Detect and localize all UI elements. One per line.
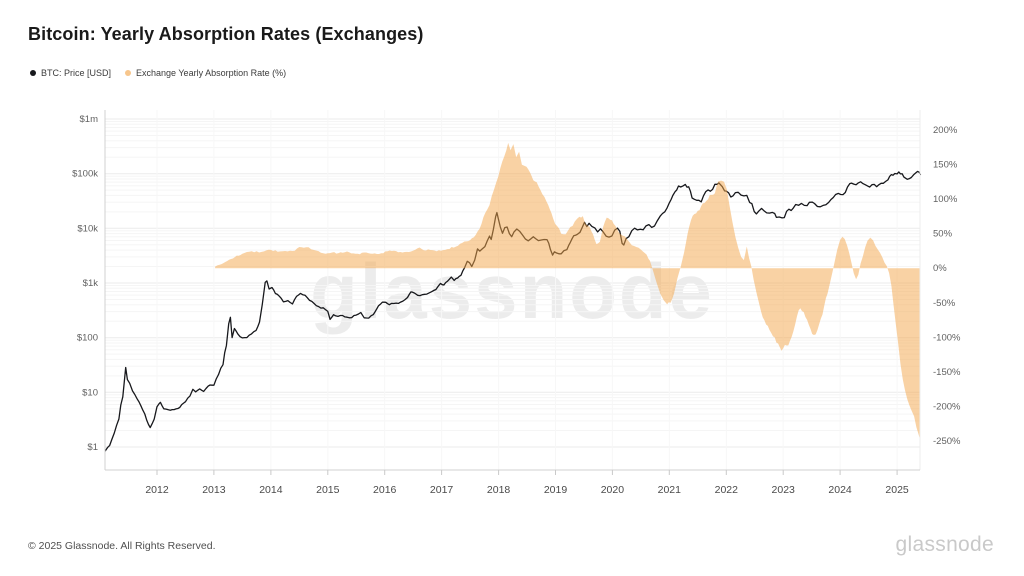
y-axis-right-tick-label: -100% xyxy=(933,332,961,343)
y-axis-left-tick-label: $1m xyxy=(80,114,99,125)
x-axis-tick-label: 2017 xyxy=(430,484,454,496)
x-axis-tick-label: 2012 xyxy=(145,484,169,496)
copyright-text: © 2025 Glassnode. All Rights Reserved. xyxy=(28,540,216,552)
y-axis-right-tick-label: -150% xyxy=(933,367,961,378)
x-axis-tick-label: 2020 xyxy=(601,484,625,496)
legend-item-absorption-rate[interactable]: Exchange Yearly Absorption Rate (%) xyxy=(125,68,286,78)
y-axis-left-tick-label: $100 xyxy=(77,333,98,344)
y-axis-left-tick-label: $100k xyxy=(72,169,98,180)
x-axis-tick-label: 2024 xyxy=(828,484,852,496)
y-axis-left-tick-label: $10k xyxy=(77,223,98,234)
y-axis-right-tick-label: 50% xyxy=(933,229,953,240)
x-axis-tick-label: 2018 xyxy=(487,484,511,496)
x-axis-tick-label: 2013 xyxy=(202,484,226,496)
legend-item-btc-price[interactable]: BTC: Price [USD] xyxy=(30,68,111,78)
y-axis-right-tick-label: -200% xyxy=(933,401,961,412)
y-axis-right-tick-label: 100% xyxy=(933,194,958,205)
x-axis-tick-label: 2015 xyxy=(316,484,340,496)
y-axis-left-tick-label: $10 xyxy=(82,387,98,398)
legend-label: Exchange Yearly Absorption Rate (%) xyxy=(136,68,287,78)
x-axis-tick-label: 2025 xyxy=(885,484,909,496)
chart-legend: BTC: Price [USD] Exchange Yearly Absorpt… xyxy=(30,68,286,78)
legend-dot-icon xyxy=(125,70,132,76)
x-axis-tick-label: 2019 xyxy=(544,484,568,496)
y-axis-right-tick-label: -50% xyxy=(933,298,956,309)
y-axis-left-tick-label: $1k xyxy=(83,278,99,289)
absorption-rate-area xyxy=(215,142,921,441)
y-axis-left-tick-label: $1 xyxy=(87,442,98,453)
y-axis-right-tick-label: 0% xyxy=(933,263,947,274)
x-axis-tick-label: 2021 xyxy=(658,484,682,496)
y-axis-right-tick-label: 150% xyxy=(933,160,958,171)
legend-dot-icon xyxy=(30,70,36,76)
page-title: Bitcoin: Yearly Absorption Rates (Exchan… xyxy=(28,24,424,44)
legend-label: BTC: Price [USD] xyxy=(41,68,112,78)
y-axis-right-tick-label: -250% xyxy=(933,436,961,447)
glassnode-logo: glassnode xyxy=(895,533,994,556)
x-axis-tick-label: 2022 xyxy=(715,484,739,496)
y-axis-right-tick-label: 200% xyxy=(933,125,958,136)
x-axis-tick-label: 2023 xyxy=(772,484,796,496)
x-axis-tick-label: 2016 xyxy=(373,484,397,496)
x-axis-tick-label: 2014 xyxy=(259,484,283,496)
